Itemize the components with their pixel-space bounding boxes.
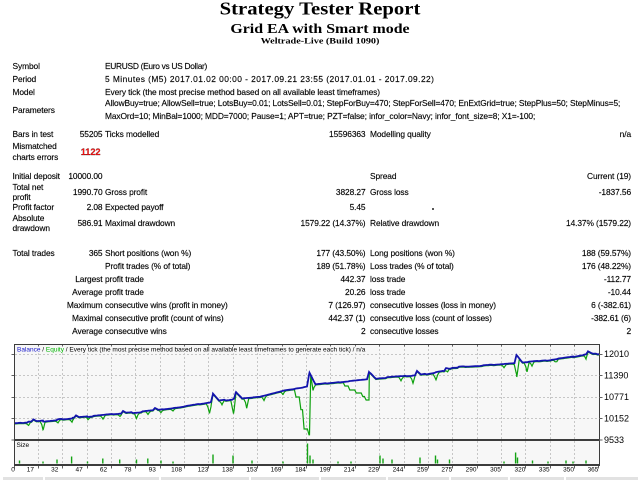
svg-text:320: 320 bbox=[514, 467, 525, 474]
svg-text:259: 259 bbox=[417, 467, 428, 474]
svg-text:32: 32 bbox=[51, 467, 59, 474]
svg-text:305: 305 bbox=[490, 467, 501, 474]
svg-text:11390: 11390 bbox=[604, 371, 628, 381]
svg-text:138: 138 bbox=[222, 467, 233, 474]
svg-text:108: 108 bbox=[171, 467, 182, 474]
svg-text:9533: 9533 bbox=[604, 435, 624, 445]
svg-text:199: 199 bbox=[319, 467, 330, 474]
svg-text:214: 214 bbox=[344, 467, 355, 474]
svg-text:244: 244 bbox=[393, 467, 404, 474]
svg-text:229: 229 bbox=[368, 467, 379, 474]
svg-text:Size: Size bbox=[17, 442, 30, 449]
svg-text:350: 350 bbox=[563, 467, 574, 474]
svg-text:290: 290 bbox=[466, 467, 477, 474]
svg-text:78: 78 bbox=[124, 467, 132, 474]
svg-text:0: 0 bbox=[11, 467, 15, 474]
svg-text:335: 335 bbox=[539, 467, 550, 474]
svg-text:62: 62 bbox=[100, 467, 108, 474]
svg-text:Balance / Equity / Every tick: Balance / Equity / Every tick (the most … bbox=[17, 347, 366, 354]
svg-text:12010: 12010 bbox=[604, 349, 629, 359]
svg-text:184: 184 bbox=[295, 467, 306, 474]
svg-text:365: 365 bbox=[588, 467, 599, 474]
svg-text:275: 275 bbox=[441, 467, 452, 474]
svg-text:47: 47 bbox=[75, 467, 83, 474]
svg-text:169: 169 bbox=[271, 467, 282, 474]
svg-text:10152: 10152 bbox=[604, 414, 629, 424]
svg-text:123: 123 bbox=[198, 467, 209, 474]
svg-text:93: 93 bbox=[149, 467, 157, 474]
svg-text:17: 17 bbox=[27, 467, 35, 474]
svg-text:153: 153 bbox=[246, 467, 257, 474]
svg-text:10771: 10771 bbox=[604, 392, 629, 402]
